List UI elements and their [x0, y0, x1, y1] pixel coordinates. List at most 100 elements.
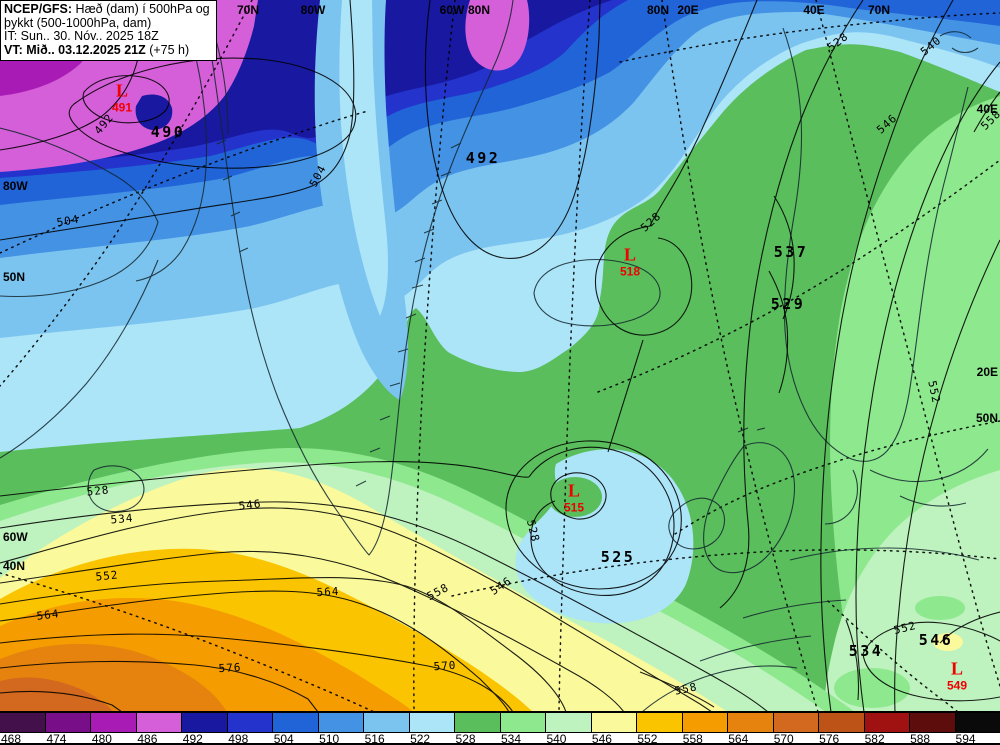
colorbar-value-474: 474: [46, 732, 67, 745]
coast-path: [201, 0, 514, 556]
colorbar-swatch-594: [955, 713, 1000, 732]
colorbar-swatch-564: [728, 713, 774, 732]
map-canvas: [0, 0, 1000, 711]
title-line-4: VT: Mið.. 03.12.2025 21Z (+75 h): [4, 42, 190, 57]
contour-path: [0, 660, 318, 711]
colorbar-value-552: 552: [637, 732, 658, 745]
coast-path: [703, 442, 796, 574]
graticule-path: [0, 110, 369, 254]
colorbar-value-546: 546: [591, 732, 612, 745]
colorbar-value-558: 558: [682, 732, 703, 745]
contour-path: [845, 619, 860, 701]
graticule-path: [558, 0, 591, 711]
contour-path: [939, 611, 1000, 644]
colorbar-swatch-486: [136, 713, 182, 732]
colorbar-swatch-480: [91, 713, 137, 732]
contour-path: [0, 590, 510, 711]
colorbar-swatch-522: [409, 713, 455, 732]
region-path: [465, 0, 530, 71]
colorbar-swatch-492: [182, 713, 228, 732]
colorbar-value-588: 588: [910, 732, 931, 745]
colorbar-value-576: 576: [819, 732, 840, 745]
coast-path: [789, 547, 980, 561]
region-path: [834, 668, 910, 708]
region-path: [0, 677, 113, 711]
colorbar-labels: 468 474 480 486 492 498 504 510 516 522 528 534 540 5…: [0, 732, 1000, 745]
height-contours: [0, 0, 1000, 711]
colorbar-value-492: 492: [182, 732, 203, 745]
coast-path: [742, 599, 847, 619]
title-line-3: IT: Sun.. 30. Nóv.. 2025 18Z: [4, 29, 159, 43]
contour-path: [0, 461, 530, 497]
contour-path: [0, 501, 768, 711]
colorbar-swatch-582: [864, 713, 910, 732]
contour-path: [862, 621, 1000, 702]
contour-path: [0, 507, 712, 711]
colorbar-swatch-558: [682, 713, 728, 732]
graticule-path: [451, 549, 1000, 597]
contour-path: [505, 440, 682, 590]
colorbar-value-498: 498: [228, 732, 249, 745]
coast-path: [899, 495, 967, 507]
contour-path: [719, 0, 864, 609]
coast-path: [869, 448, 989, 483]
contour-path: [820, 0, 954, 711]
colorbar-value-468: 468: [0, 732, 22, 745]
colorbar-swatch-576: [819, 713, 865, 732]
colorbar-value-528: 528: [455, 732, 476, 745]
colorbar-swatch-510: [318, 713, 364, 732]
region-path: [548, 477, 602, 517]
colorbar: [0, 712, 1000, 733]
coast-path: [737, 427, 766, 433]
colorbar-swatch-552: [637, 713, 683, 732]
coast-path: [216, 139, 462, 487]
contour-path: [773, 195, 795, 320]
colorbar-swatch-588: [910, 713, 956, 732]
coastlines: [0, 0, 989, 711]
contour-path: [82, 75, 170, 124]
graticule-path: [661, 0, 819, 711]
graticule-path: [0, 572, 374, 711]
graticule-path: [815, 0, 1000, 687]
colorbar-swatch-534: [500, 713, 546, 732]
coast-path: [0, 127, 159, 298]
colorbar-swatch-516: [364, 713, 410, 732]
colorbar-value-540: 540: [546, 732, 567, 745]
colorbar-value-564: 564: [728, 732, 749, 745]
colorbar-swatch-540: [546, 713, 592, 732]
title-line-2: þykkt (500-1000hPa, dam): [4, 15, 152, 30]
coast-path: [533, 259, 661, 327]
colorbar-value-534: 534: [500, 732, 522, 745]
contour-path: [0, 633, 513, 711]
colorbar-value-516: 516: [364, 732, 385, 745]
graticule: [0, 0, 1000, 711]
colorbar-swatch-528: [455, 713, 501, 732]
coast-path: [0, 259, 159, 459]
contour-path: [768, 270, 789, 394]
contour-path: [0, 0, 355, 241]
coast-path: [782, 27, 969, 462]
contour-path: [0, 690, 122, 711]
region-path: [135, 94, 173, 130]
coast-path: [939, 31, 979, 54]
colorbar-value-510: 510: [319, 732, 340, 745]
graticule-path: [0, 0, 253, 387]
region-path: [933, 633, 963, 651]
colorbar-swatch-468: [0, 713, 46, 732]
coast-path: [699, 635, 812, 662]
contour-path: [528, 446, 675, 597]
colorbar-value-582: 582: [864, 732, 885, 745]
contour-path: [594, 0, 758, 453]
colorbar-value-570: 570: [773, 732, 794, 745]
region-path: [339, 0, 388, 316]
map-area: 70N 80W 60W 80N 80N 20E 40E 70N 80W 50N 60W 40N 40E 2…: [0, 0, 1000, 712]
contour-path: [0, 550, 624, 711]
colorbar-swatch-546: [591, 713, 637, 732]
colorbar-value-480: 480: [91, 732, 112, 745]
colorbar-swatch-474: [45, 713, 91, 732]
contour-path: [424, 0, 601, 259]
contour-path: [639, 671, 715, 708]
colorbar-swatch-570: [773, 713, 819, 732]
colorbar-value-504: 504: [273, 732, 294, 745]
contour-path: [855, 61, 1000, 711]
